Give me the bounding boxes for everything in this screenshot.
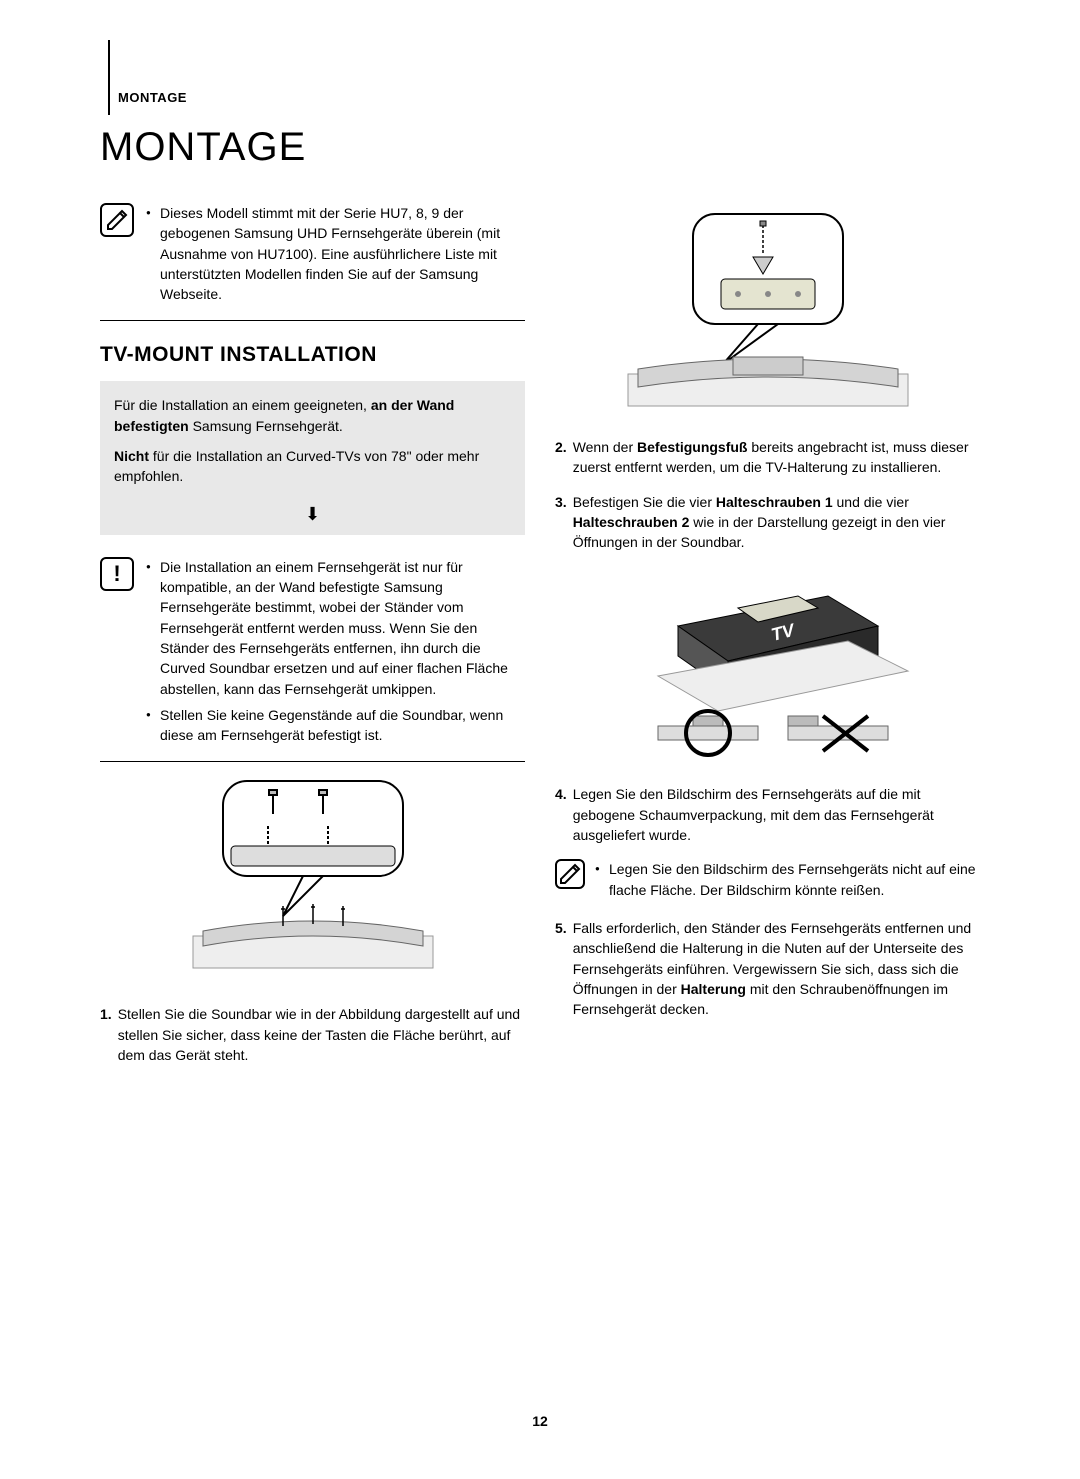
caution-note: ! Die Installation an einem Fernsehgerät… bbox=[100, 549, 525, 763]
step-5-b: Halterung bbox=[681, 981, 746, 997]
step-1: 1. Stellen Sie die Soundbar wie in der A… bbox=[100, 1004, 525, 1065]
gray-p2-b: für die Installation an Curved-TVs von 7… bbox=[114, 448, 479, 484]
page-number: 12 bbox=[0, 1413, 1080, 1429]
gray-info-box: Für die Installation an einem geeigneten… bbox=[100, 381, 525, 534]
step-2-b: Befestigungsfuß bbox=[637, 439, 747, 455]
left-column: Dieses Modell stimmt mit der Serie HU7, … bbox=[100, 195, 525, 1079]
header-rule bbox=[108, 40, 110, 115]
step-3-b: Halteschrauben 1 bbox=[716, 494, 833, 510]
caution-bullets: Die Installation an einem Fernsehgerät i… bbox=[146, 557, 525, 752]
gray-p2: Nicht für die Installation an Curved-TVs… bbox=[114, 446, 511, 487]
step-4-text: Legen Sie den Bildschirm des Fernsehgerä… bbox=[573, 784, 980, 845]
step-1-text: Stellen Sie die Soundbar wie in der Abbi… bbox=[118, 1004, 525, 1065]
step-4-note-list: Legen Sie den Bildschirm des Fernsehgerä… bbox=[595, 859, 980, 906]
page-title: MONTAGE bbox=[100, 125, 980, 170]
step-3: 3. Befestigen Sie die vier Halteschraube… bbox=[555, 492, 980, 553]
figure-soundbar-screws bbox=[100, 776, 525, 986]
step-3-num: 3. bbox=[555, 492, 567, 553]
intro-bullet-1: Dieses Modell stimmt mit der Serie HU7, … bbox=[146, 203, 525, 304]
step-4-note-text: Legen Sie den Bildschirm des Fernsehgerä… bbox=[595, 859, 980, 900]
content-columns: Dieses Modell stimmt mit der Serie HU7, … bbox=[100, 195, 980, 1079]
figure-tv-mount: TV bbox=[555, 566, 980, 766]
step-2: 2. Wenn der Befestigungsfuß bereits ange… bbox=[555, 437, 980, 478]
step-2-text: Wenn der Befestigungsfuß bereits angebra… bbox=[573, 437, 980, 478]
pencil-icon bbox=[555, 859, 585, 889]
gray-p2-a: Nicht bbox=[114, 448, 149, 464]
intro-note: Dieses Modell stimmt mit der Serie HU7, … bbox=[100, 195, 525, 321]
figure-bracket-remove bbox=[555, 209, 980, 419]
pencil-icon bbox=[100, 203, 134, 237]
step-5-num: 5. bbox=[555, 918, 567, 1019]
exclamation-icon: ! bbox=[100, 557, 134, 591]
step-1-num: 1. bbox=[100, 1004, 112, 1065]
intro-bullets: Dieses Modell stimmt mit der Serie HU7, … bbox=[146, 203, 525, 310]
spacer bbox=[100, 535, 525, 549]
caution-b1: Die Installation an einem Fernsehgerät i… bbox=[146, 557, 525, 699]
step-5: 5. Falls erforderlich, den Ständer des F… bbox=[555, 918, 980, 1019]
gray-p1: Für die Installation an einem geeigneten… bbox=[114, 395, 511, 436]
right-column: 2. Wenn der Befestigungsfuß bereits ange… bbox=[555, 195, 980, 1079]
step-2-a: Wenn der bbox=[573, 439, 637, 455]
step-3-a: Befestigen Sie die vier bbox=[573, 494, 716, 510]
caution-b2: Stellen Sie keine Gegenstände auf die So… bbox=[146, 705, 525, 746]
step-4-num: 4. bbox=[555, 784, 567, 845]
step-3-c: und die vier bbox=[833, 494, 909, 510]
step-3-d: Halteschrauben 2 bbox=[573, 514, 690, 530]
section-label: MONTAGE bbox=[118, 90, 980, 105]
step-4: 4. Legen Sie den Bildschirm des Fernsehg… bbox=[555, 784, 980, 845]
arrow-down-icon: ⬇ bbox=[114, 497, 511, 527]
gray-p1-a: Für die Installation an einem geeigneten… bbox=[114, 397, 371, 413]
step-2-num: 2. bbox=[555, 437, 567, 478]
gray-p1-c: Samsung Fernsehgerät. bbox=[189, 418, 343, 434]
step-4-note: Legen Sie den Bildschirm des Fernsehgerä… bbox=[555, 859, 980, 906]
subsection-title: TV-MOUNT INSTALLATION bbox=[100, 343, 525, 367]
step-5-text: Falls erforderlich, den Ständer des Fern… bbox=[573, 918, 980, 1019]
step-3-text: Befestigen Sie die vier Halteschrauben 1… bbox=[573, 492, 980, 553]
